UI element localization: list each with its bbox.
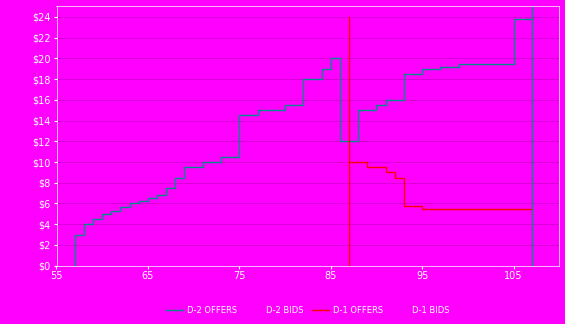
Legend: D-2 OFFERS, D-2 BIDS, D-1 OFFERS, D-1 BIDS: D-2 OFFERS, D-2 BIDS, D-1 OFFERS, D-1 BI… — [163, 303, 453, 318]
